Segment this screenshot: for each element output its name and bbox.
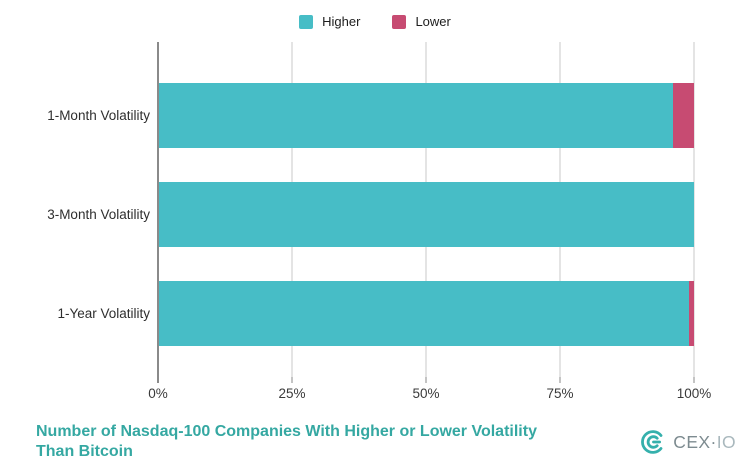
chart-legend: Higher Lower — [0, 14, 750, 29]
plot-area: 0% 25% 50% 75% 100% 1-Month Volatility 3-Month… — [47, 42, 712, 401]
bar-row — [159, 83, 694, 148]
x-tick-75 — [559, 377, 561, 383]
bar-segment-lower — [672, 83, 694, 148]
legend-item-higher: Higher — [299, 14, 360, 29]
x-tick-25 — [291, 377, 293, 383]
x-axis-tick-label: 100% — [676, 386, 712, 401]
bar-segment-higher — [159, 83, 673, 148]
gridline-100 — [693, 42, 695, 377]
brand-text-primary: CEX — [673, 431, 711, 452]
legend-label: Lower — [415, 14, 451, 29]
x-axis-tick-label: 75% — [546, 386, 574, 401]
brand-text-separator: · — [710, 431, 717, 452]
bar-row — [159, 182, 694, 247]
legend-swatch-lower — [392, 14, 407, 29]
y-category-label: 1-Year Volatility — [57, 306, 150, 321]
brand-text-secondary: IO — [716, 431, 736, 452]
chart-title-line1: Number of Nasdaq-100 Companies With High… — [36, 423, 537, 440]
chart-title: Number of Nasdaq-100 Companies With High… — [36, 422, 537, 462]
x-axis-tick-label: 25% — [278, 386, 306, 401]
bar-row — [159, 281, 694, 346]
x-tick-0 — [157, 377, 159, 383]
brand-logo: CEX·IO — [640, 429, 736, 455]
chart-title-line2: Than Bitcoin — [36, 443, 133, 460]
x-tick-50 — [425, 377, 427, 383]
legend-item-lower: Lower — [392, 14, 451, 29]
y-category-label: 1-Month Volatility — [47, 108, 150, 123]
legend-swatch-higher — [299, 14, 314, 29]
legend-label: Higher — [322, 14, 361, 29]
x-axis-tick-label: 50% — [412, 386, 440, 401]
bar-segment-higher — [159, 182, 694, 247]
cexio-logo-icon — [640, 429, 666, 455]
brand-wordmark: CEX·IO — [673, 432, 736, 453]
y-category-label: 3-Month Volatility — [47, 207, 150, 222]
bar-segment-higher — [159, 281, 689, 346]
x-tick-100 — [693, 377, 695, 383]
x-axis-tick-label: 0% — [148, 386, 168, 401]
y-axis-line — [157, 42, 159, 377]
bar-segment-lower — [688, 281, 694, 346]
